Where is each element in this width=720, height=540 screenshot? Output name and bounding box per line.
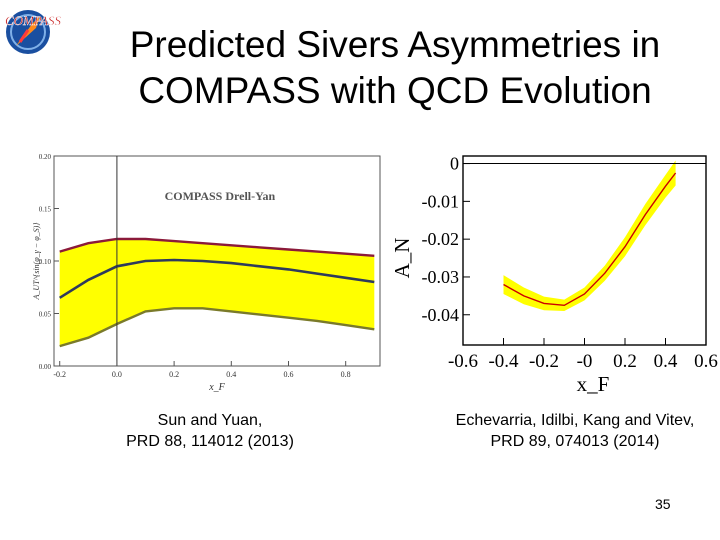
y-tick-label: 0.15: [39, 206, 52, 214]
central-line: [59, 258, 375, 299]
caption-right-line-1: Echevarria, Idilbi, Kang and Vitev,: [455, 412, 695, 429]
chart-title: COMPASS Drell-Yan: [165, 189, 276, 203]
x-tick-label: 0.2: [613, 351, 637, 372]
title-line-1: Predicted Sivers Asymmetries in: [129, 24, 661, 65]
upper-bound-line: [59, 237, 375, 257]
x-tick-label: -0.2: [529, 351, 559, 372]
caption-right: Echevarria, Idilbi, Kang and Vitev, PRD …: [430, 410, 720, 452]
y-tick-label: -0.03: [422, 267, 460, 287]
x-tick-label: -0.6: [448, 351, 478, 372]
y-tick-label: 0.00: [39, 363, 52, 371]
caption-left-line-2: PRD 88, 114012 (2013): [126, 433, 294, 450]
x-tick-label: 0.6: [694, 351, 718, 372]
caption-left-line-1: Sun and Yuan,: [157, 412, 263, 429]
y-tick-label: -0.01: [422, 191, 460, 211]
x-axis-label: x_F: [577, 372, 610, 396]
lower-bound-line: [59, 307, 375, 348]
x-tick-label: -0.2: [53, 370, 66, 379]
x-tick-label: 0.2: [169, 370, 179, 379]
chart-sun-yuan: -0.2 0.0 0.2 0.4 0.6 0.8 0.00 0.05 0.10 0.15 0.20 C…: [32, 153, 381, 393]
chart-echevarria: -0.6 -0.4 -0.2 -0 0.2 0.4 0.6 0 -0.01 -0.02 -0.03 -…: [393, 154, 718, 396]
y-tick-label: -0.02: [422, 229, 460, 249]
x-tick-label: -0.4: [488, 351, 519, 372]
x-tick-label: -0: [577, 351, 593, 372]
x-tick-label: 0.6: [283, 370, 293, 379]
x-axis-label: x_F: [208, 382, 225, 393]
page-number: 35: [655, 496, 671, 512]
y-axis-label: A_N: [393, 238, 414, 279]
caption-right-line-2: PRD 89, 074013 (2014): [490, 433, 660, 450]
y-tick-label: 0: [450, 154, 459, 174]
y-tick-label: -0.04: [422, 305, 460, 325]
x-tick-label: 0.8: [341, 370, 351, 379]
y-tick-label: 0.05: [39, 311, 52, 319]
uncertainty-band: [503, 160, 676, 311]
uncertainty-band: [59, 239, 375, 347]
x-tick-label: 0.4: [654, 351, 678, 372]
y-tick-label: 0.10: [39, 258, 52, 266]
logo-text: COMPASS: [5, 13, 62, 28]
y-tick-label: 0.20: [39, 153, 52, 161]
x-tick-label: 0.4: [226, 370, 236, 379]
central-line: [503, 172, 677, 307]
compass-logo: COMPASS: [5, 10, 62, 54]
title-line-2: COMPASS with QCD Evolution: [138, 70, 652, 111]
x-tick-label: 0.0: [112, 370, 122, 379]
caption-left: Sun and Yuan, PRD 88, 114012 (2013): [95, 410, 325, 452]
slide-title: Predicted Sivers Asymmetries in COMPASS …: [70, 22, 720, 114]
y-axis-label: A_UT^{sin(φ_γ − φ_S)}: [32, 222, 41, 301]
